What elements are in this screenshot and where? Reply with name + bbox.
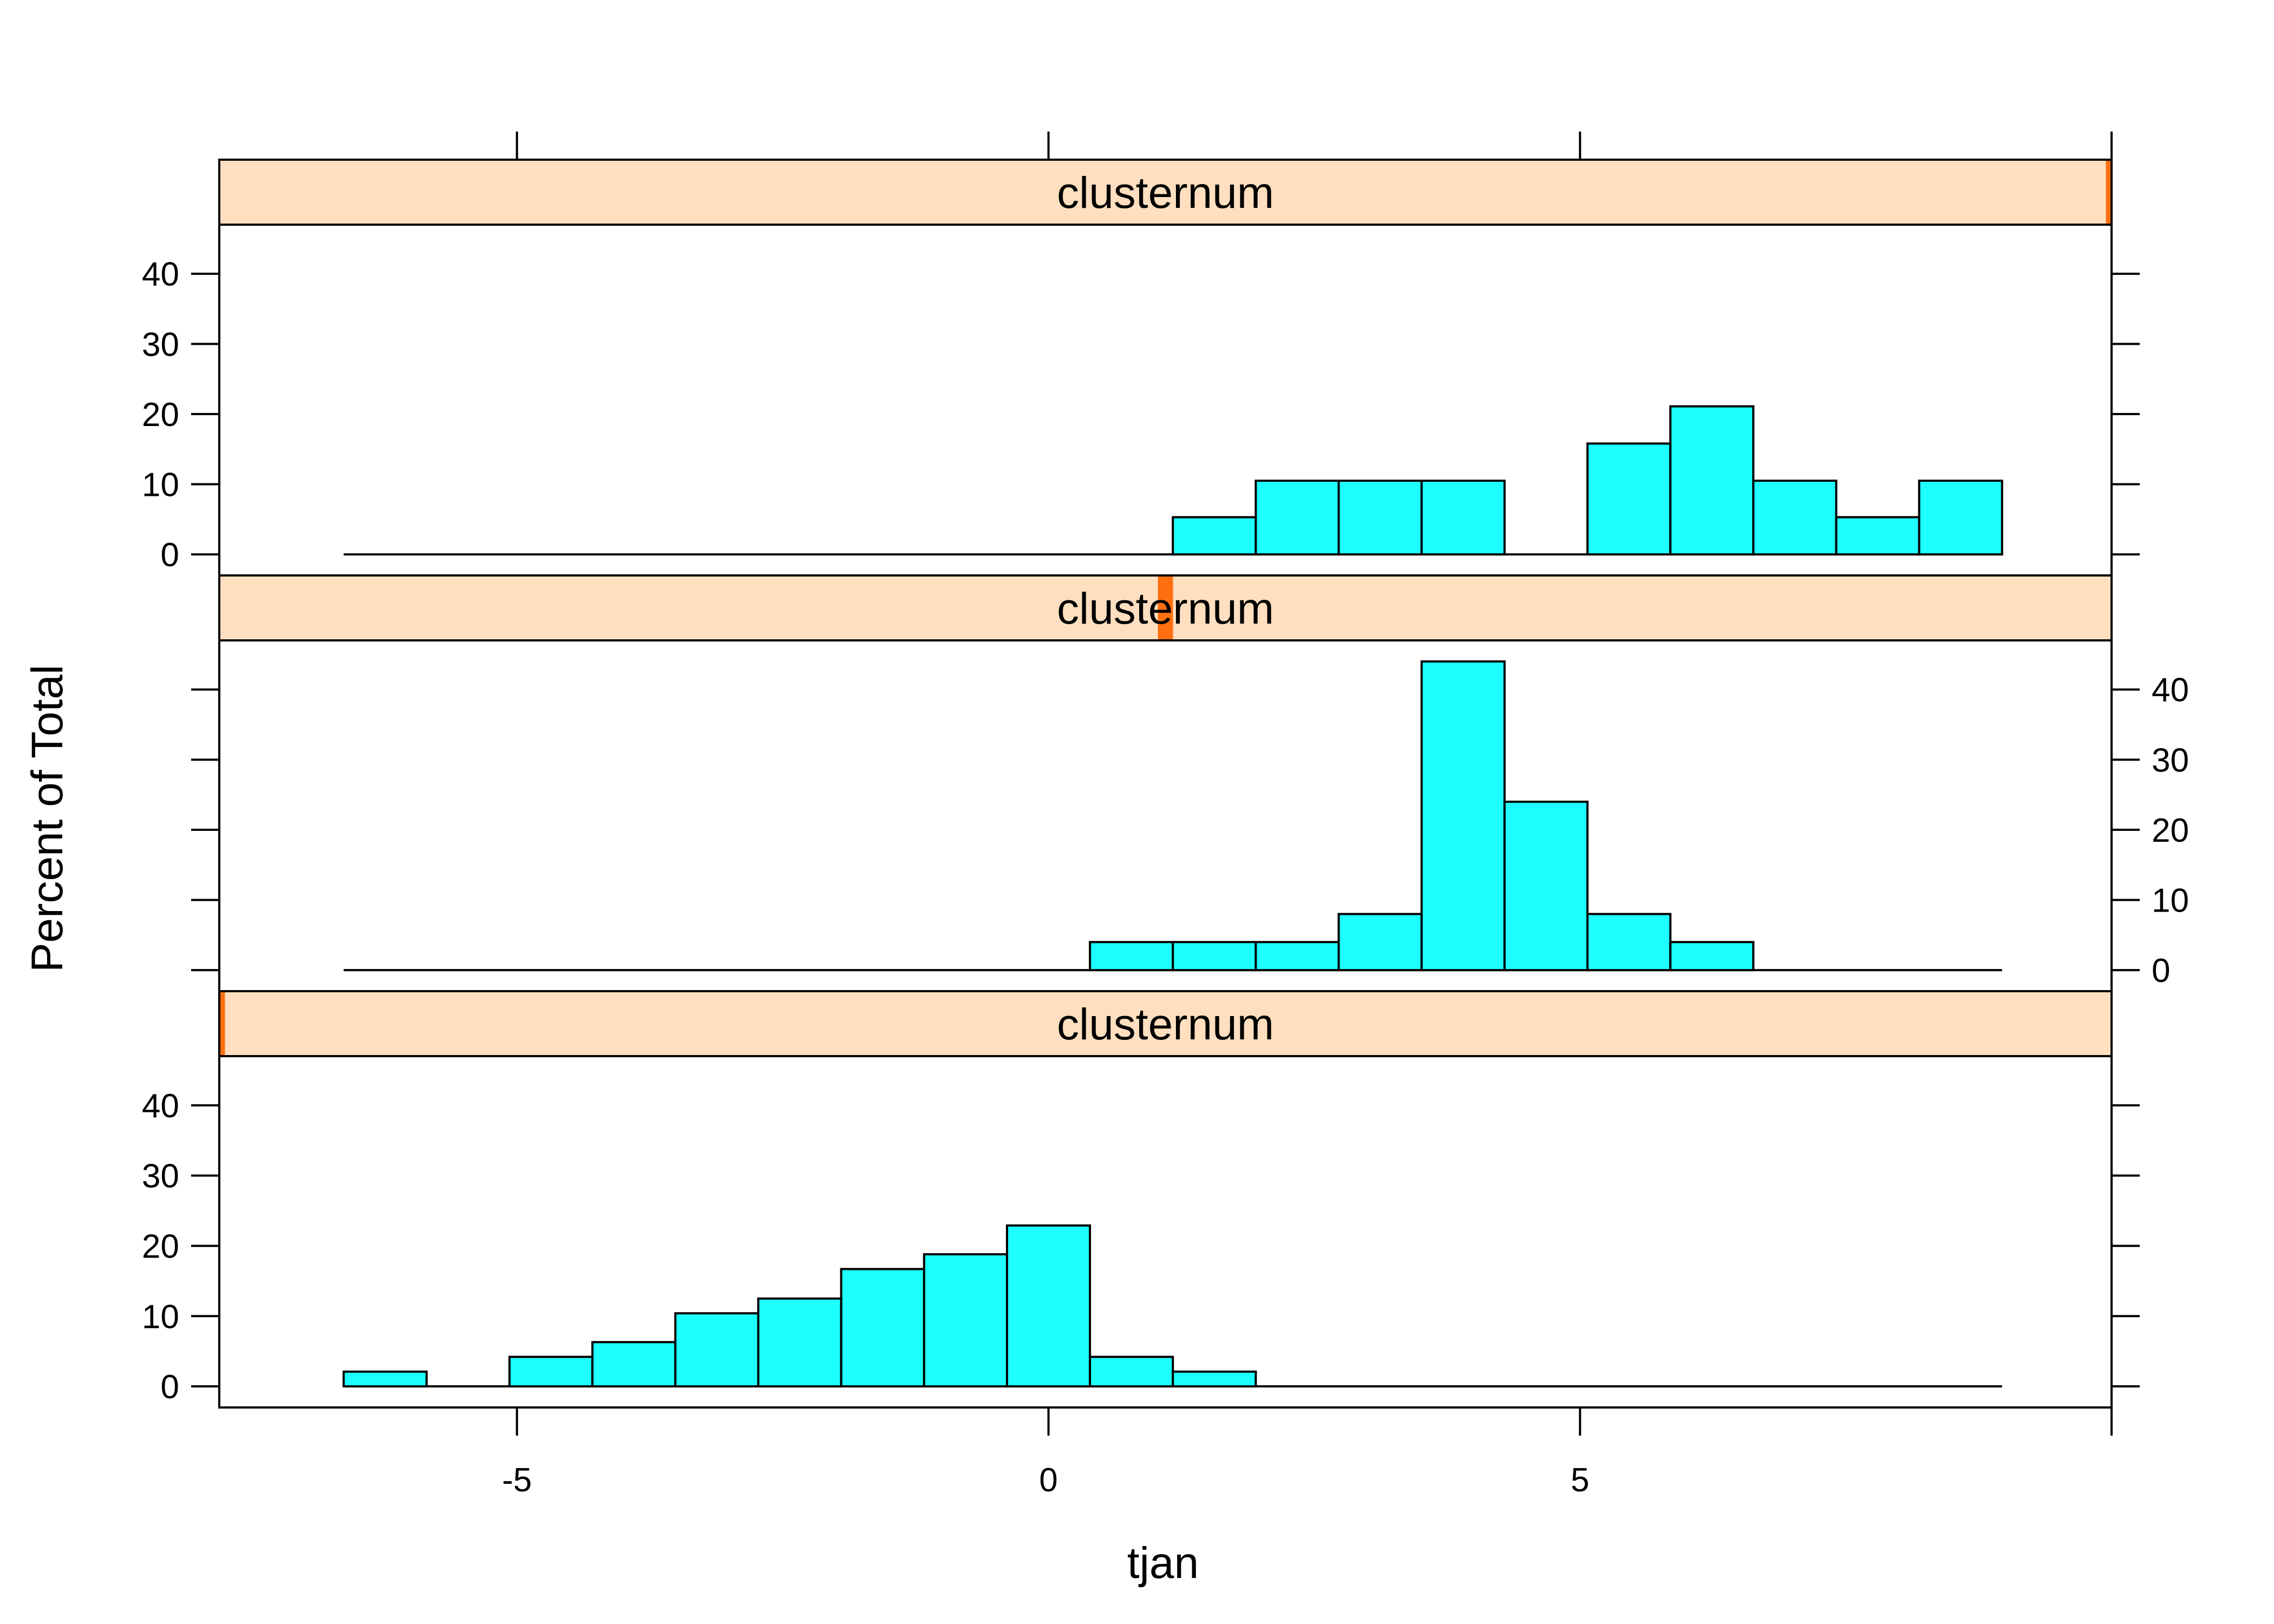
histogram-bar xyxy=(840,1268,925,1388)
histogram-bar xyxy=(757,1297,842,1388)
histogram-bar xyxy=(1254,480,1340,556)
y-axis-title: Percent of Total xyxy=(23,665,72,972)
histogram-bar xyxy=(1337,480,1423,556)
x-tick-label: 0 xyxy=(1039,1462,1057,1499)
histogram-bar xyxy=(1089,941,1174,972)
y-tick-label: 10 xyxy=(142,467,179,504)
y-tick-label: 10 xyxy=(142,1298,179,1335)
histogram-bar xyxy=(1172,516,1257,556)
y-tick-label: 20 xyxy=(142,1228,179,1265)
histogram-bar xyxy=(923,1253,1008,1388)
panel-2: clusternum 0 10 20 30 40 xyxy=(191,574,2189,992)
y-tick-label: 10 xyxy=(2152,882,2189,920)
strip-level-indicator xyxy=(1158,575,1173,640)
histogram-bar xyxy=(1172,1370,1257,1388)
histogram-bar xyxy=(342,1370,428,1388)
y-tick-label: 0 xyxy=(161,536,179,574)
x-tick-label: -5 xyxy=(502,1462,532,1499)
panel-border xyxy=(218,639,2113,992)
y-tick-label: 40 xyxy=(142,1088,179,1125)
histogram-bar xyxy=(508,1355,594,1388)
panel-1: clusternum 0 10 20 30 40 xyxy=(142,159,2140,577)
strip-level-indicator xyxy=(2106,160,2112,225)
strip-background xyxy=(219,160,2112,225)
histogram-bar xyxy=(1503,801,1589,972)
histogram-bar xyxy=(1752,480,1838,556)
histogram-bar xyxy=(1089,1355,1174,1388)
histogram-bar xyxy=(1337,913,1423,972)
histogram-bar xyxy=(1420,660,1506,972)
strip-label: clusternum xyxy=(1057,1000,1274,1049)
histogram-bar xyxy=(1586,913,1672,972)
panel-border xyxy=(218,1055,2113,1409)
y-tick-label: 0 xyxy=(2152,952,2170,990)
histogram-bar xyxy=(1172,941,1257,972)
histogram-bar xyxy=(674,1312,760,1388)
histogram-bar xyxy=(1254,941,1340,972)
histogram-bar xyxy=(1918,480,2003,556)
y-tick-label: 30 xyxy=(142,326,179,363)
histogram-bar xyxy=(1669,941,1755,972)
histogram-bar xyxy=(1420,480,1506,556)
strip-background xyxy=(219,991,2112,1056)
axes-layer: -5 0 5 xyxy=(502,132,2113,1499)
x-tick-label: 5 xyxy=(1571,1462,1589,1499)
y-tick-label: 40 xyxy=(2152,672,2189,709)
panels-layer: clusternum010203040clusternum010203040cl… xyxy=(142,159,2189,1409)
y-tick-label: 40 xyxy=(142,256,179,293)
x-axis-title: tjan xyxy=(1127,1538,1199,1588)
strip-label: clusternum xyxy=(1057,168,1274,218)
y-tick-label: 30 xyxy=(2152,742,2189,779)
histogram-bar xyxy=(1005,1224,1092,1388)
strip-label: clusternum xyxy=(1057,584,1274,633)
y-tick-label: 30 xyxy=(142,1158,179,1195)
histogram-bar xyxy=(1586,442,1672,556)
y-tick-label: 0 xyxy=(161,1368,179,1406)
histogram-bar xyxy=(1835,516,1920,556)
y-tick-label: 20 xyxy=(142,396,179,434)
strip-level-indicator xyxy=(219,991,225,1056)
y-tick-label: 20 xyxy=(2152,812,2189,849)
histogram-bar xyxy=(591,1341,677,1388)
panel-3: clusternum 0 10 20 30 40 xyxy=(142,990,2140,1409)
histogram-bar xyxy=(1669,405,1755,556)
